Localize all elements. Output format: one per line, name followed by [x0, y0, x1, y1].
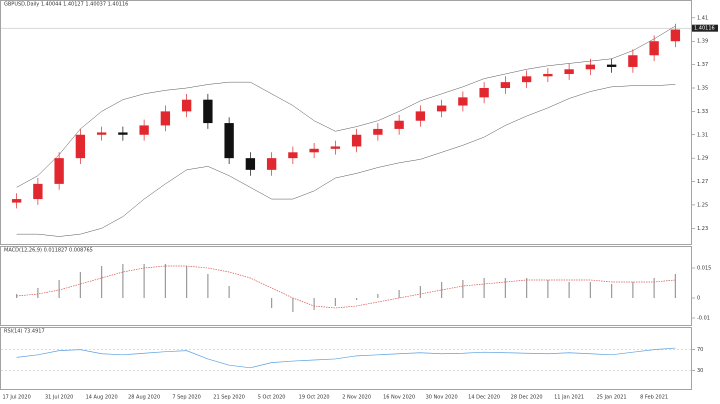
y-tick-label: 70 [697, 347, 703, 353]
candle-body [628, 55, 638, 67]
rsi-line [16, 347, 676, 369]
bollinger-band [16, 84, 676, 237]
bollinger-band [16, 25, 676, 188]
y-tick-label: -0.01 [697, 316, 710, 322]
price-label: 1.40116 [694, 26, 715, 32]
candle-body [139, 125, 149, 135]
candle-body [203, 99, 213, 124]
candle-body [373, 128, 383, 135]
x-tick-label: 19 Oct 2020 [299, 395, 330, 401]
rsi-title: RSI(14) 73.4917 [4, 329, 45, 335]
x-tick-label: 14 Dec 2020 [468, 395, 500, 401]
candle-body [500, 82, 511, 88]
candle-body [33, 183, 43, 200]
candle-body [75, 134, 86, 159]
candle-body [181, 99, 192, 112]
candle-body [521, 76, 532, 83]
price-box [692, 24, 718, 32]
candle-body [118, 132, 128, 135]
x-tick-label: 17 Jul 2020 [2, 395, 30, 401]
x-tick-label: 31 Jul 2020 [45, 395, 73, 401]
signal-line [16, 265, 676, 309]
x-tick-label: 28 Aug 2020 [128, 395, 160, 401]
candle-body [11, 199, 22, 203]
y-tick-label: 1.29 [697, 156, 708, 162]
candle-body [96, 132, 107, 135]
candle-body [54, 158, 64, 184]
x-tick-label: 2 Nov 2020 [342, 395, 371, 401]
main-panel [0, 0, 692, 245]
x-tick-label: 11 Jan 2021 [554, 395, 584, 401]
y-tick-label: 30 [697, 368, 703, 374]
chart-title: GBPUSD,Daily 1.40044 1.40127 1.40037 1.4… [4, 2, 128, 8]
y-tick-label: 1.37 [697, 62, 708, 68]
candle-body [309, 148, 319, 153]
y-tick-label: 1.25 [697, 202, 708, 208]
candle-body [160, 111, 171, 126]
rsi-panel [0, 327, 692, 390]
candle-body [606, 64, 617, 67]
y-tick-label: 1.27 [697, 179, 708, 185]
y-tick-label: 0 [697, 296, 700, 302]
x-tick-label: 25 Jan 2021 [597, 395, 627, 401]
y-tick-label: 1.35 [697, 86, 708, 92]
candle-body [564, 69, 574, 74]
y-tick-label: 1.33 [697, 109, 708, 115]
x-tick-label: 5 Oct 2020 [258, 395, 286, 401]
y-tick-label: 1.31 [697, 132, 708, 138]
macd-title: MACD(12,26,9) 0.011827 0.008765 [4, 248, 93, 254]
x-tick-label: 8 Feb 2021 [640, 395, 668, 401]
x-tick-label: 30 Nov 2020 [426, 395, 458, 401]
candle-body [479, 88, 489, 98]
y-tick-label: 1.39 [697, 39, 708, 45]
candle-body [585, 64, 596, 70]
candle-body [415, 111, 426, 121]
candle-body [436, 105, 447, 112]
candle-body [670, 29, 681, 42]
x-tick-label: 16 Nov 2020 [383, 395, 415, 401]
candle-body [543, 73, 553, 77]
x-tick-label: 7 Sep 2020 [172, 395, 201, 401]
x-tick-label: 28 Dec 2020 [511, 395, 543, 401]
candle-body [458, 97, 468, 106]
x-tick-label: 21 Sep 2020 [213, 395, 245, 401]
candle-body [266, 158, 277, 170]
y-tick-label: 0.015 [697, 266, 711, 272]
candle-body [330, 146, 341, 149]
y-tick-label: 1.41 [697, 15, 708, 21]
candle-body [351, 134, 362, 147]
candle-body [224, 123, 234, 159]
candle-body [394, 120, 404, 129]
candle-body [245, 158, 256, 170]
x-tick-label: 14 Aug 2020 [86, 395, 118, 401]
candle-body [288, 152, 298, 159]
y-tick-label: 1.23 [697, 226, 708, 232]
candle-body [649, 41, 659, 56]
macd-panel [0, 246, 692, 326]
